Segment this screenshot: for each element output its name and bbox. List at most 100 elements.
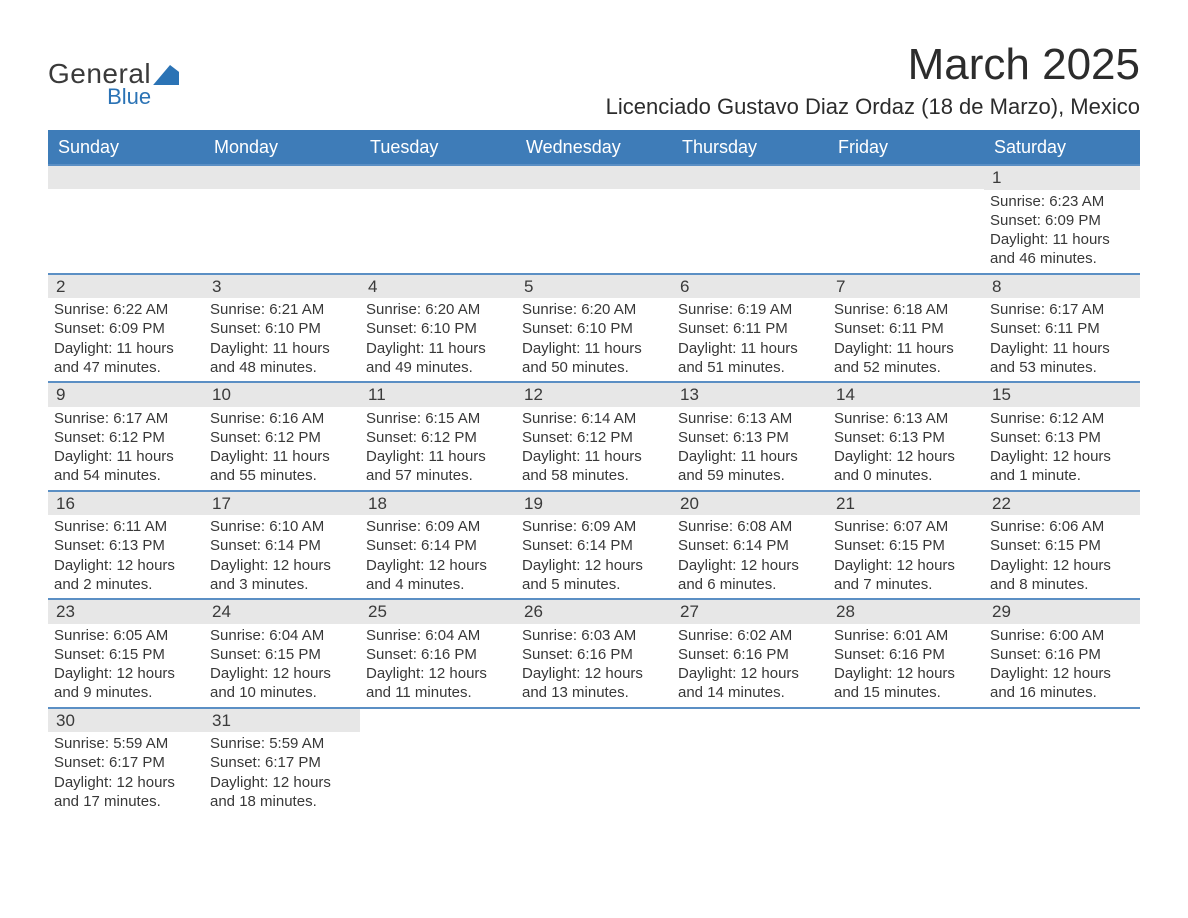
day-cell: [360, 709, 516, 816]
day-cell: [516, 166, 672, 273]
day-cell: 16Sunrise: 6:11 AMSunset: 6:13 PMDayligh…: [48, 492, 204, 599]
day-cell: [516, 709, 672, 816]
sunrise-text: Sunrise: 6:13 AM: [678, 409, 822, 428]
d2-text: and 55 minutes.: [210, 466, 354, 485]
d1-text: Daylight: 12 hours: [678, 556, 822, 575]
sunset-text: Sunset: 6:17 PM: [54, 753, 198, 772]
sunset-text: Sunset: 6:12 PM: [366, 428, 510, 447]
day-number-bar: [672, 709, 828, 732]
d1-text: Daylight: 11 hours: [210, 447, 354, 466]
day-number-bar: 10: [204, 383, 360, 407]
day-number-bar: 9: [48, 383, 204, 407]
day-number-bar: [828, 709, 984, 732]
d1-text: Daylight: 12 hours: [834, 556, 978, 575]
sunrise-text: Sunrise: 6:17 AM: [54, 409, 198, 428]
d1-text: Daylight: 12 hours: [366, 664, 510, 683]
dow-cell: Sunday: [48, 132, 204, 164]
week-row: 30Sunrise: 5:59 AMSunset: 6:17 PMDayligh…: [48, 707, 1140, 816]
day-cell: 31Sunrise: 5:59 AMSunset: 6:17 PMDayligh…: [204, 709, 360, 816]
sunrise-text: Sunrise: 6:23 AM: [990, 192, 1134, 211]
d1-text: Daylight: 12 hours: [54, 664, 198, 683]
day-number-bar: 18: [360, 492, 516, 516]
sunrise-text: Sunrise: 6:07 AM: [834, 517, 978, 536]
week-row: 2Sunrise: 6:22 AMSunset: 6:09 PMDaylight…: [48, 273, 1140, 382]
sunset-text: Sunset: 6:09 PM: [990, 211, 1134, 230]
day-cell: 21Sunrise: 6:07 AMSunset: 6:15 PMDayligh…: [828, 492, 984, 599]
d1-text: Daylight: 12 hours: [990, 447, 1134, 466]
header-row: General Blue March 2025 Licenciado Gusta…: [48, 40, 1140, 120]
d1-text: Daylight: 11 hours: [522, 339, 666, 358]
day-number-bar: [360, 709, 516, 732]
sunset-text: Sunset: 6:09 PM: [54, 319, 198, 338]
d1-text: Daylight: 12 hours: [834, 664, 978, 683]
sunrise-text: Sunrise: 6:13 AM: [834, 409, 978, 428]
d2-text: and 57 minutes.: [366, 466, 510, 485]
day-cell: [828, 709, 984, 816]
day-number-bar: 24: [204, 600, 360, 624]
day-cell: 4Sunrise: 6:20 AMSunset: 6:10 PMDaylight…: [360, 275, 516, 382]
day-cell: 17Sunrise: 6:10 AMSunset: 6:14 PMDayligh…: [204, 492, 360, 599]
day-number-bar: [828, 166, 984, 189]
day-cell: [672, 709, 828, 816]
day-number-bar: 13: [672, 383, 828, 407]
sunset-text: Sunset: 6:13 PM: [678, 428, 822, 447]
d2-text: and 6 minutes.: [678, 575, 822, 594]
day-number-bar: 22: [984, 492, 1140, 516]
day-number-bar: 6: [672, 275, 828, 299]
d1-text: Daylight: 11 hours: [678, 447, 822, 466]
sunset-text: Sunset: 6:15 PM: [834, 536, 978, 555]
d1-text: Daylight: 12 hours: [990, 664, 1134, 683]
d1-text: Daylight: 12 hours: [522, 556, 666, 575]
day-number-bar: 2: [48, 275, 204, 299]
day-number-bar: 1: [984, 166, 1140, 190]
day-number-bar: 30: [48, 709, 204, 733]
sunset-text: Sunset: 6:10 PM: [366, 319, 510, 338]
d2-text: and 18 minutes.: [210, 792, 354, 811]
d2-text: and 15 minutes.: [834, 683, 978, 702]
sunset-text: Sunset: 6:16 PM: [834, 645, 978, 664]
d2-text: and 17 minutes.: [54, 792, 198, 811]
d1-text: Daylight: 12 hours: [678, 664, 822, 683]
day-number-bar: 31: [204, 709, 360, 733]
sunrise-text: Sunrise: 6:11 AM: [54, 517, 198, 536]
sunrise-text: Sunrise: 5:59 AM: [54, 734, 198, 753]
day-number-bar: 23: [48, 600, 204, 624]
day-number-bar: 17: [204, 492, 360, 516]
sunset-text: Sunset: 6:12 PM: [210, 428, 354, 447]
sunrise-text: Sunrise: 6:20 AM: [522, 300, 666, 319]
sunset-text: Sunset: 6:11 PM: [990, 319, 1134, 338]
sunset-text: Sunset: 6:15 PM: [54, 645, 198, 664]
sunrise-text: Sunrise: 5:59 AM: [210, 734, 354, 753]
d2-text: and 11 minutes.: [366, 683, 510, 702]
d1-text: Daylight: 11 hours: [990, 339, 1134, 358]
sunset-text: Sunset: 6:11 PM: [678, 319, 822, 338]
day-cell: 10Sunrise: 6:16 AMSunset: 6:12 PMDayligh…: [204, 383, 360, 490]
month-title: March 2025: [606, 40, 1140, 90]
sunrise-text: Sunrise: 6:04 AM: [210, 626, 354, 645]
d1-text: Daylight: 12 hours: [210, 664, 354, 683]
week-row: 16Sunrise: 6:11 AMSunset: 6:13 PMDayligh…: [48, 490, 1140, 599]
d2-text: and 53 minutes.: [990, 358, 1134, 377]
day-cell: 19Sunrise: 6:09 AMSunset: 6:14 PMDayligh…: [516, 492, 672, 599]
sunrise-text: Sunrise: 6:05 AM: [54, 626, 198, 645]
day-number-bar: [48, 166, 204, 189]
day-number-bar: [516, 709, 672, 732]
day-cell: 27Sunrise: 6:02 AMSunset: 6:16 PMDayligh…: [672, 600, 828, 707]
sunrise-text: Sunrise: 6:03 AM: [522, 626, 666, 645]
sunrise-text: Sunrise: 6:15 AM: [366, 409, 510, 428]
day-cell: 8Sunrise: 6:17 AMSunset: 6:11 PMDaylight…: [984, 275, 1140, 382]
d2-text: and 48 minutes.: [210, 358, 354, 377]
d2-text: and 10 minutes.: [210, 683, 354, 702]
sunset-text: Sunset: 6:13 PM: [54, 536, 198, 555]
d2-text: and 7 minutes.: [834, 575, 978, 594]
day-number-bar: 29: [984, 600, 1140, 624]
sunset-text: Sunset: 6:16 PM: [990, 645, 1134, 664]
sunset-text: Sunset: 6:14 PM: [522, 536, 666, 555]
sunset-text: Sunset: 6:14 PM: [366, 536, 510, 555]
sunrise-text: Sunrise: 6:20 AM: [366, 300, 510, 319]
sunset-text: Sunset: 6:13 PM: [990, 428, 1134, 447]
d1-text: Daylight: 12 hours: [54, 773, 198, 792]
day-cell: 23 Sunrise: 6:05 AMSunset: 6:15 PMDayligh…: [48, 600, 204, 707]
sunrise-text: Sunrise: 6:01 AM: [834, 626, 978, 645]
day-cell: 25Sunrise: 6:04 AMSunset: 6:16 PMDayligh…: [360, 600, 516, 707]
